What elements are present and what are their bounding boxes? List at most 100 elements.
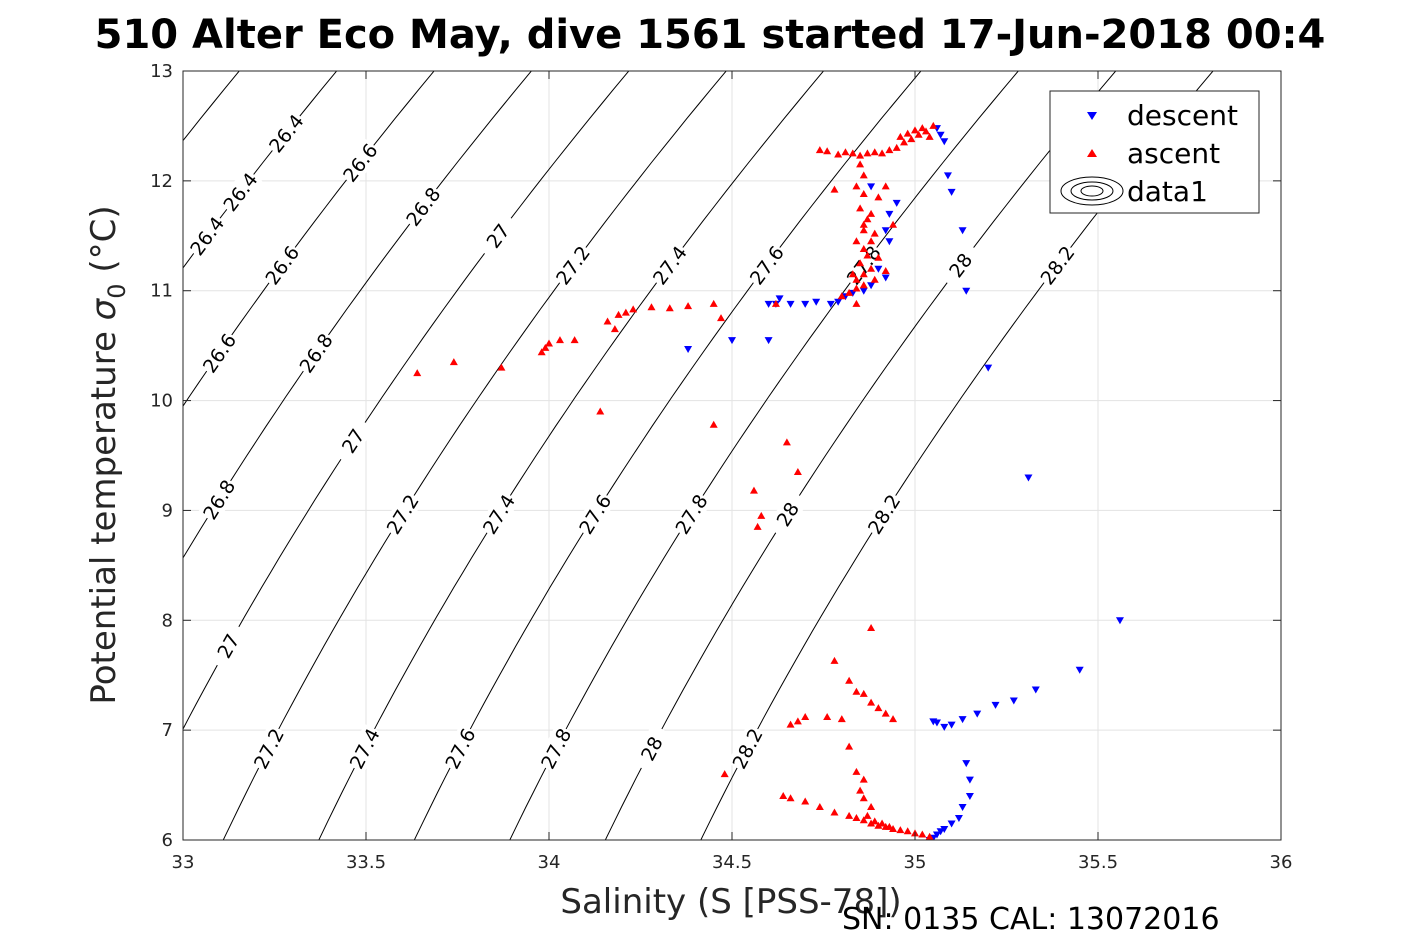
ascent-point <box>874 193 883 201</box>
ascent-point <box>918 830 927 838</box>
x-tick-label: 34.5 <box>712 852 752 873</box>
descent-point <box>786 300 795 308</box>
ascent-point <box>852 284 861 292</box>
contour-label-bg <box>294 328 338 378</box>
contour-label-bg <box>550 240 595 290</box>
ascent-point <box>830 656 839 664</box>
ascent-point <box>859 190 868 198</box>
chart-title: 510 Alter Eco May, dive 1561 started 17-… <box>95 12 1326 58</box>
legend-ascent-marker <box>1087 149 1097 157</box>
ascent-point <box>892 143 901 151</box>
y-tick-label: 12 <box>150 171 173 192</box>
ascent-point <box>896 132 905 140</box>
ascent-point <box>874 821 883 829</box>
ascent-point <box>903 129 912 137</box>
contour-label-bg <box>263 109 309 158</box>
descent-point <box>764 300 773 308</box>
contour-line <box>183 71 338 269</box>
ascent-point <box>555 336 564 344</box>
ascent-point <box>845 742 854 750</box>
ascent-point <box>911 126 919 134</box>
ascent-point <box>852 814 861 822</box>
legend-descent-label: descent <box>1127 99 1238 132</box>
ascent-point <box>793 717 802 725</box>
descent-point <box>684 345 693 353</box>
x-tick-label: 35 <box>904 852 927 873</box>
ascent-point <box>878 149 887 157</box>
contour-label-bg <box>184 211 229 261</box>
ascent-point <box>863 811 872 819</box>
x-tick-label: 36 <box>1270 852 1293 873</box>
descent-point <box>1024 474 1033 482</box>
ascent-point <box>545 339 553 347</box>
y-tick-label: 9 <box>162 500 173 521</box>
ascent-point <box>856 204 865 212</box>
ascent-point <box>823 147 832 155</box>
descent-point <box>958 804 967 812</box>
ascent-point <box>867 803 876 811</box>
descent-point <box>940 723 949 731</box>
legend-data1-label: data1 <box>1127 175 1208 208</box>
ascent-point <box>647 303 656 311</box>
descent-point <box>867 282 876 290</box>
ascent-point <box>852 687 861 695</box>
ascent-point <box>749 486 758 494</box>
ascent-point <box>878 819 887 827</box>
descent-point <box>947 188 956 196</box>
y-tick-label: 11 <box>150 281 173 302</box>
descent-point <box>958 227 967 235</box>
descent-point <box>1115 617 1124 625</box>
ascent-point <box>859 171 868 179</box>
descent-point <box>984 364 993 372</box>
ascent-point <box>856 786 865 794</box>
contour-label-bg <box>400 182 446 231</box>
ascent-point <box>870 275 879 283</box>
ascent-point <box>929 121 938 129</box>
contour-label-bg <box>344 723 385 774</box>
ascent-point <box>852 275 861 283</box>
contour-label-bg <box>331 416 375 466</box>
descent-point <box>881 274 890 282</box>
x-tick-label: 35.5 <box>1078 852 1118 873</box>
ascent-point <box>907 135 916 143</box>
legend-descent-marker <box>1087 112 1097 120</box>
ascent-point <box>870 229 879 237</box>
contour-label-bg <box>381 489 424 539</box>
ascent-point <box>885 822 894 830</box>
descent-point <box>867 183 876 191</box>
ascent-point <box>541 343 550 351</box>
contour-label-bg <box>337 138 383 187</box>
ascent-point <box>859 270 868 278</box>
ascent-point <box>925 832 934 840</box>
ascent-point <box>717 314 726 322</box>
descent-point <box>962 760 971 768</box>
ascent-point <box>596 407 605 415</box>
tick-labels: 33 33.5 34 34.5 35 35.5 36 6 7 8 9 10 11 12 13 <box>150 61 1292 873</box>
y-tick-label: 10 <box>150 391 173 412</box>
ascent-point <box>830 185 839 193</box>
ascent-point <box>848 270 857 278</box>
ascent-point <box>859 689 868 697</box>
ascent-point <box>852 767 861 775</box>
ascent-point <box>845 676 854 684</box>
contour-label-bg <box>248 723 289 774</box>
ascent-point <box>852 237 861 245</box>
ascent-point <box>786 720 795 728</box>
contour-label-bg <box>647 240 692 290</box>
ascent-point <box>834 150 843 158</box>
ascent-point <box>413 369 422 377</box>
descent-point <box>965 793 974 801</box>
contour-label-bg <box>535 723 576 774</box>
contour-label-bg <box>197 474 240 524</box>
ascent-point <box>621 308 630 316</box>
descent-point <box>826 300 835 308</box>
ascent-point <box>867 819 876 827</box>
ascent-point <box>841 148 850 156</box>
ascent-point <box>896 826 905 834</box>
descent-point <box>874 265 883 273</box>
descent-point <box>892 199 901 207</box>
ascent-point <box>830 808 839 816</box>
ascent-point <box>859 226 868 234</box>
ascent-point <box>914 130 923 138</box>
